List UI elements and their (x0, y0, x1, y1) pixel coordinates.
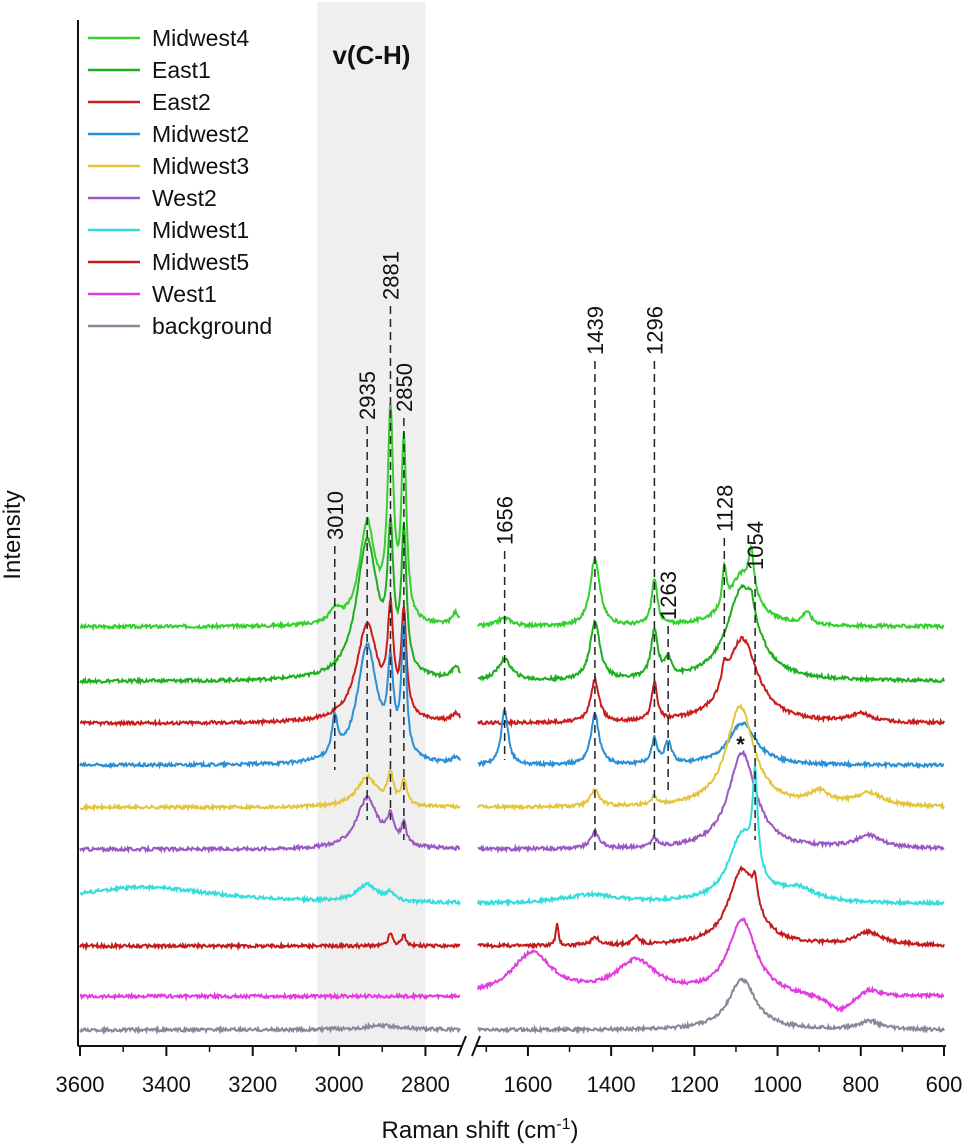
peak-label-1439: 1439 (583, 306, 608, 355)
series-line-midwest5-right (477, 865, 945, 950)
series-line-midwest4-right (477, 543, 945, 631)
x-tick-label: 1000 (753, 1072, 802, 1097)
series-line-east2-left (79, 596, 461, 728)
peak-label-1128: 1128 (712, 485, 737, 532)
legend-label-midwest4: Midwest4 (152, 25, 249, 51)
x-tick-label: 600 (926, 1072, 963, 1097)
legend-label-background: background (152, 313, 272, 339)
legend-label-west2: West2 (152, 185, 217, 211)
series-line-midwest1-left (79, 881, 461, 907)
legend-label-east1: East1 (152, 57, 211, 83)
x-tick-label: 1400 (587, 1072, 636, 1097)
x-tick-label: 1200 (670, 1072, 719, 1097)
peak-label-1263: 1263 (656, 571, 681, 620)
y-axis-title: Intensity (0, 490, 26, 579)
series-line-east1-left (79, 516, 461, 686)
series-line-midwest5-left (79, 932, 461, 952)
x-tick-label: 3600 (56, 1072, 105, 1097)
legend-label-midwest5: Midwest5 (152, 249, 249, 275)
peak-label-1296: 1296 (642, 306, 667, 355)
peak-label-2935: 2935 (355, 371, 380, 420)
axis-break-mark-right (471, 1035, 481, 1057)
x-tick-label: 3000 (315, 1072, 364, 1097)
series-line-west2-right (477, 749, 945, 854)
peak-label-1656: 1656 (493, 496, 518, 545)
series-line-midwest4-left (79, 403, 461, 632)
peak-label-3010: 3010 (323, 491, 348, 540)
legend-label-east2: East2 (152, 89, 211, 115)
series-line-background-left (79, 1021, 461, 1036)
series-line-west1-right (477, 917, 945, 1013)
series-line-midwest3-left (80, 767, 461, 813)
series-line-east1-right (477, 583, 945, 684)
series-line-midwest2-left (79, 622, 461, 770)
x-tick-label: 1600 (503, 1072, 552, 1097)
x-tick-label: 2800 (401, 1072, 450, 1097)
x-axis-title: Raman shift (cm-1) (382, 1116, 579, 1144)
legend-label-west1: West1 (152, 281, 217, 307)
series-line-midwest2-right (477, 707, 945, 770)
axis-break-mark-left (457, 1035, 467, 1057)
series-line-west2-left (79, 795, 461, 855)
peak-label-1054: 1054 (743, 521, 768, 570)
series-line-midwest3-right (477, 702, 945, 812)
legend-label-midwest1: Midwest1 (152, 217, 249, 243)
band-label: v(C-H) (332, 40, 410, 70)
star-marker: * (736, 732, 745, 757)
legend-label-midwest2: Midwest2 (152, 121, 249, 147)
series-line-background-right (477, 977, 945, 1035)
peak-label-2881: 2881 (378, 251, 403, 300)
legend-label-midwest3: Midwest3 (152, 153, 249, 179)
series-line-midwest1-right (477, 765, 945, 908)
peak-label-2850: 2850 (392, 363, 417, 412)
series-line-west1-left (79, 991, 461, 1002)
x-tick-label: 3200 (228, 1072, 277, 1097)
x-tick-label: 800 (842, 1072, 879, 1097)
x-tick-label: 3400 (142, 1072, 191, 1097)
series-line-east2-right (477, 636, 945, 729)
